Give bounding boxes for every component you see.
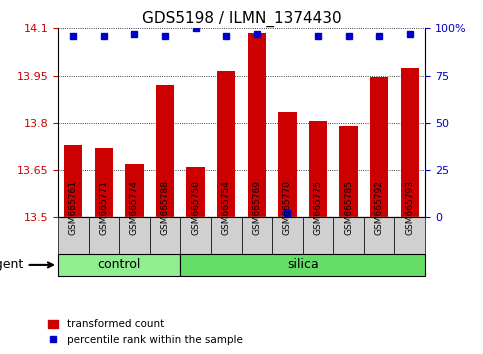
Text: GSM665774: GSM665774 <box>130 181 139 235</box>
Text: GSM665788: GSM665788 <box>160 181 170 235</box>
FancyBboxPatch shape <box>333 217 364 254</box>
Bar <box>309 121 327 217</box>
FancyBboxPatch shape <box>242 217 272 254</box>
Text: GSM665750: GSM665750 <box>191 181 200 235</box>
FancyBboxPatch shape <box>395 217 425 254</box>
Bar <box>156 85 174 217</box>
Legend: transformed count, percentile rank within the sample: transformed count, percentile rank withi… <box>44 315 247 349</box>
FancyBboxPatch shape <box>58 254 180 276</box>
FancyBboxPatch shape <box>364 217 395 254</box>
Text: GSM665754: GSM665754 <box>222 181 231 235</box>
Text: silica: silica <box>287 258 319 272</box>
Bar <box>95 148 113 217</box>
Text: GSM665761: GSM665761 <box>69 181 78 235</box>
Text: GSM665793: GSM665793 <box>405 181 414 235</box>
FancyBboxPatch shape <box>180 254 425 276</box>
Text: GSM665775: GSM665775 <box>313 181 323 235</box>
Bar <box>340 126 358 217</box>
Bar <box>278 112 297 217</box>
Bar <box>248 33 266 217</box>
Text: GSM665769: GSM665769 <box>252 181 261 235</box>
Text: GSM665771: GSM665771 <box>99 181 108 235</box>
FancyBboxPatch shape <box>58 217 88 254</box>
FancyBboxPatch shape <box>150 217 180 254</box>
FancyBboxPatch shape <box>180 217 211 254</box>
Bar <box>400 68 419 217</box>
Text: GSM665770: GSM665770 <box>283 181 292 235</box>
Text: control: control <box>98 258 141 272</box>
Title: GDS5198 / ILMN_1374430: GDS5198 / ILMN_1374430 <box>142 11 341 27</box>
Bar <box>186 167 205 217</box>
Text: GSM665792: GSM665792 <box>375 181 384 235</box>
FancyBboxPatch shape <box>211 217 242 254</box>
FancyBboxPatch shape <box>119 217 150 254</box>
Bar <box>125 164 143 217</box>
Bar <box>64 145 83 217</box>
Text: agent: agent <box>0 258 53 272</box>
FancyBboxPatch shape <box>303 217 333 254</box>
Text: GSM665785: GSM665785 <box>344 181 353 235</box>
FancyBboxPatch shape <box>272 217 303 254</box>
Bar <box>217 71 235 217</box>
FancyBboxPatch shape <box>88 217 119 254</box>
Bar <box>370 77 388 217</box>
